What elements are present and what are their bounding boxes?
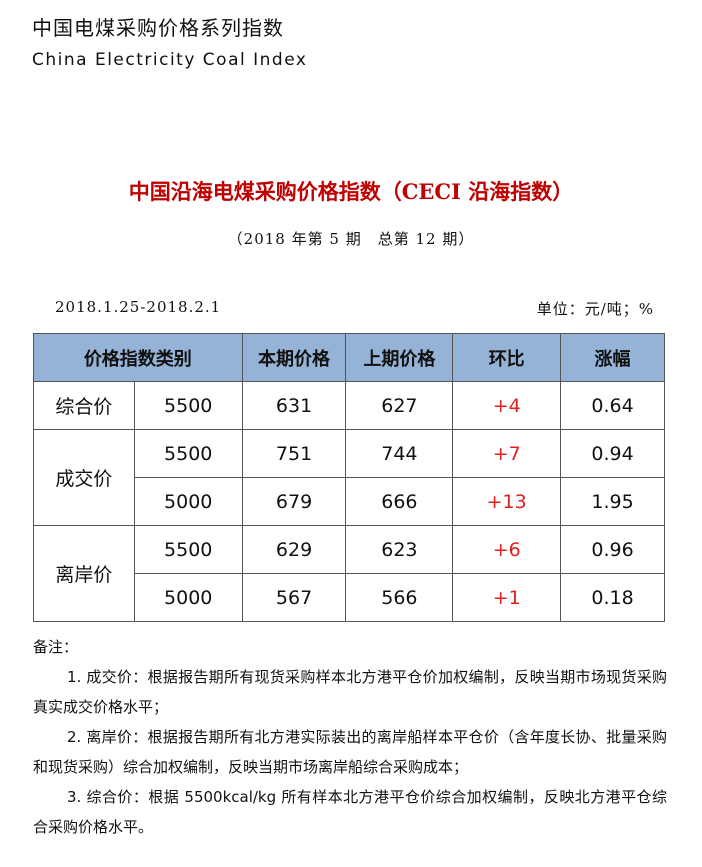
category-cell: 成交价 — [33, 429, 135, 526]
category-cell: 离岸价 — [33, 525, 135, 622]
pct-cell: 0.64 — [560, 381, 665, 430]
change-cell: +7 — [452, 429, 562, 478]
unit-label: 单位：元/吨；% — [536, 300, 654, 318]
table-row: 5000 567 566 +1 0.18 — [34, 573, 665, 622]
current-cell: 751 — [241, 429, 347, 478]
table-header-row: 价格指数类别 本期价格 上期价格 环比 涨幅 — [33, 333, 665, 382]
previous-cell: 744 — [345, 429, 454, 478]
change-cell: +4 — [452, 381, 562, 430]
issue-number: （2018 年第 5 期 总第 12 期） — [227, 230, 475, 248]
series-title-en: China Electricity Coal Index — [32, 50, 308, 70]
pct-cell: 0.18 — [560, 573, 665, 622]
notes-heading: 备注： — [33, 638, 79, 656]
change-cell: +1 — [452, 573, 562, 622]
price-index-table: 价格指数类别 本期价格 上期价格 环比 涨幅 综合价 5500 631 627 … — [33, 333, 665, 622]
table-row: 成交价 5500 751 744 +7 0.94 — [33, 429, 665, 526]
grade-cell: 5500 — [133, 381, 243, 430]
category-cell: 综合价 — [33, 381, 135, 430]
grade-cell: 5500 — [133, 525, 243, 574]
table-row: 离岸价 5500 629 623 +6 0.96 — [33, 525, 665, 622]
current-cell: 567 — [241, 573, 347, 622]
header-pct: 涨幅 — [560, 333, 665, 382]
previous-cell: 666 — [345, 477, 454, 526]
header-category: 价格指数类别 — [33, 333, 243, 382]
change-cell: +6 — [452, 525, 562, 574]
pct-cell: 0.96 — [560, 525, 665, 574]
pct-cell: 1.95 — [560, 477, 665, 526]
series-title-cn: 中国电煤采购价格系列指数 — [32, 16, 284, 40]
note-item: 2. 离岸价：根据报告期所有北方港实际装出的离岸船样本平仓价（含年度长协、批量采… — [33, 728, 667, 776]
table-row: 5000 679 666 +13 1.95 — [34, 477, 665, 526]
note-item: 1. 成交价：根据报告期所有现货采购样本北方港平仓价加权编制，反映当期市场现货采… — [33, 668, 667, 716]
previous-cell: 627 — [345, 381, 454, 430]
header-change: 环比 — [452, 333, 562, 382]
header-current: 本期价格 — [241, 333, 347, 382]
current-cell: 631 — [241, 381, 347, 430]
date-range: 2018.1.25-2018.2.1 — [55, 298, 222, 316]
report-title: 中国沿海电煤采购价格指数（CECI 沿海指数） — [128, 179, 574, 204]
note-item: 3. 综合价：根据 5500kcal/kg 所有样本北方港平仓价综合加权编制，反… — [33, 788, 667, 836]
grade-cell: 5500 — [133, 429, 243, 478]
grade-cell: 5000 — [133, 477, 243, 526]
table-row: 综合价 5500 631 627 +4 0.64 — [33, 381, 665, 430]
previous-cell: 623 — [345, 525, 454, 574]
change-cell: +13 — [452, 477, 562, 526]
current-cell: 629 — [241, 525, 347, 574]
pct-cell: 0.94 — [560, 429, 665, 478]
current-cell: 679 — [241, 477, 347, 526]
previous-cell: 566 — [345, 573, 454, 622]
grade-cell: 5000 — [133, 573, 243, 622]
header-previous: 上期价格 — [345, 333, 454, 382]
notes-section: 备注： 1. 成交价：根据报告期所有现货采购样本北方港平仓价加权编制，反映当期市… — [33, 632, 667, 842]
